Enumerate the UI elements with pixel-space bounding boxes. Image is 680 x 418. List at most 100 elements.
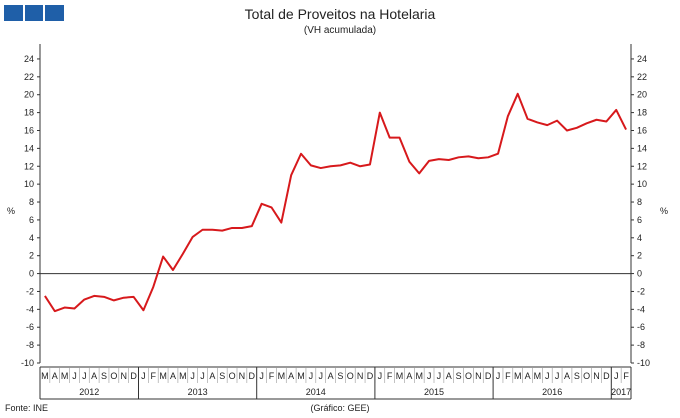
x-year-label: 2014 [306, 387, 326, 397]
y-tick-label-left: 10 [24, 179, 34, 189]
y-tick-label-left: 18 [24, 108, 34, 118]
x-tick-label: J [545, 371, 550, 381]
x-tick-label: A [406, 371, 412, 381]
x-tick-label: F [269, 371, 275, 381]
x-year-label: 2013 [188, 387, 208, 397]
y-tick-label-left: 4 [29, 233, 34, 243]
x-tick-label: S [337, 371, 343, 381]
y-tick-label-left: 0 [29, 269, 34, 279]
x-tick-label: J [427, 371, 432, 381]
x-tick-label: J [496, 371, 501, 381]
series-line [44, 92, 627, 313]
x-tick-label: N [239, 371, 246, 381]
y-tick-label-right: 18 [637, 108, 647, 118]
y-tick-label-left: 2 [29, 251, 34, 261]
x-tick-label: A [328, 371, 334, 381]
y-tick-label-left: 20 [24, 90, 34, 100]
x-tick-label: M [278, 371, 286, 381]
x-tick-label: M [396, 371, 404, 381]
x-tick-label: M [179, 371, 187, 381]
x-tick-label: D [603, 371, 610, 381]
x-tick-label: J [82, 371, 87, 381]
y-tick-label-left: -4 [26, 304, 34, 314]
x-tick-label: J [614, 371, 619, 381]
x-tick-label: N [120, 371, 127, 381]
y-tick-label-left: 12 [24, 161, 34, 171]
x-tick-label: D [367, 371, 374, 381]
logo-block [24, 5, 44, 21]
logo-block [45, 5, 65, 21]
y-tick-label-right: -4 [637, 304, 645, 314]
x-tick-label: J [309, 371, 314, 381]
x-year-label: 2016 [542, 387, 562, 397]
x-tick-label: A [170, 371, 176, 381]
x-tick-label: A [446, 371, 452, 381]
y-tick-label-left: 8 [29, 197, 34, 207]
chart-title: Total de Proveitos na Hotelaria [244, 6, 436, 22]
x-tick-label: D [249, 371, 256, 381]
x-tick-label: J [318, 371, 323, 381]
x-tick-label: N [593, 371, 600, 381]
y-unit-label-left: % [7, 206, 15, 216]
chart-credit: (Gráfico: GEE) [310, 403, 370, 413]
x-tick-label: A [525, 371, 531, 381]
x-tick-label: O [347, 371, 354, 381]
x-tick-label: A [288, 371, 294, 381]
x-tick-label: M [297, 371, 305, 381]
x-tick-label: D [485, 371, 492, 381]
y-unit-label-right: % [660, 206, 668, 216]
x-tick-label: J [378, 371, 383, 381]
y-tick-label-right: 2 [637, 251, 642, 261]
y-tick-label-right: 16 [637, 125, 647, 135]
x-tick-label: O [110, 371, 117, 381]
x-tick-label: S [101, 371, 107, 381]
x-tick-label: A [52, 371, 58, 381]
x-tick-label: D [130, 371, 137, 381]
x-tick-label: F [505, 371, 511, 381]
x-tick-label: O [229, 371, 236, 381]
x-tick-label: A [564, 371, 570, 381]
x-tick-label: M [61, 371, 69, 381]
x-tick-label: M [534, 371, 542, 381]
y-tick-label-left: 22 [24, 72, 34, 82]
x-tick-label: M [514, 371, 522, 381]
x-tick-label: N [475, 371, 482, 381]
x-tick-label: M [159, 371, 167, 381]
y-tick-label-left: 16 [24, 125, 34, 135]
y-tick-label-right: -2 [637, 286, 645, 296]
y-tick-label-right: 4 [637, 233, 642, 243]
x-tick-label: J [72, 371, 77, 381]
x-tick-label: N [357, 371, 364, 381]
y-tick-label-right: 20 [637, 90, 647, 100]
source-note: Fonte: INE [5, 403, 49, 413]
x-year-label: 2012 [79, 387, 99, 397]
x-tick-label: J [555, 371, 560, 381]
x-tick-label: O [465, 371, 472, 381]
y-tick-label-right: -6 [637, 322, 645, 332]
x-tick-label: S [456, 371, 462, 381]
x-year-label: 2017 [611, 387, 631, 397]
y-tick-label-left: -2 [26, 286, 34, 296]
x-tick-label: M [415, 371, 423, 381]
y-tick-label-right: -10 [637, 358, 650, 368]
y-tick-label-right: 12 [637, 161, 647, 171]
y-tick-label-right: 14 [637, 143, 647, 153]
y-tick-label-right: 6 [637, 215, 642, 225]
chart-subtitle: (VH acumulada) [303, 25, 377, 36]
y-tick-label-left: -10 [21, 358, 34, 368]
logo-block [4, 5, 23, 21]
x-tick-label: S [219, 371, 225, 381]
x-tick-label: M [41, 371, 49, 381]
y-tick-label-right: -8 [637, 340, 645, 350]
y-tick-label-right: 0 [637, 269, 642, 279]
x-tick-label: F [151, 371, 157, 381]
brand-logo [4, 5, 65, 21]
x-tick-label: J [141, 371, 146, 381]
y-tick-label-right: 10 [637, 179, 647, 189]
y-tick-label-right: 8 [637, 197, 642, 207]
x-tick-label: F [387, 371, 393, 381]
x-tick-label: A [209, 371, 215, 381]
y-tick-label-left: 6 [29, 215, 34, 225]
x-tick-label: J [437, 371, 442, 381]
